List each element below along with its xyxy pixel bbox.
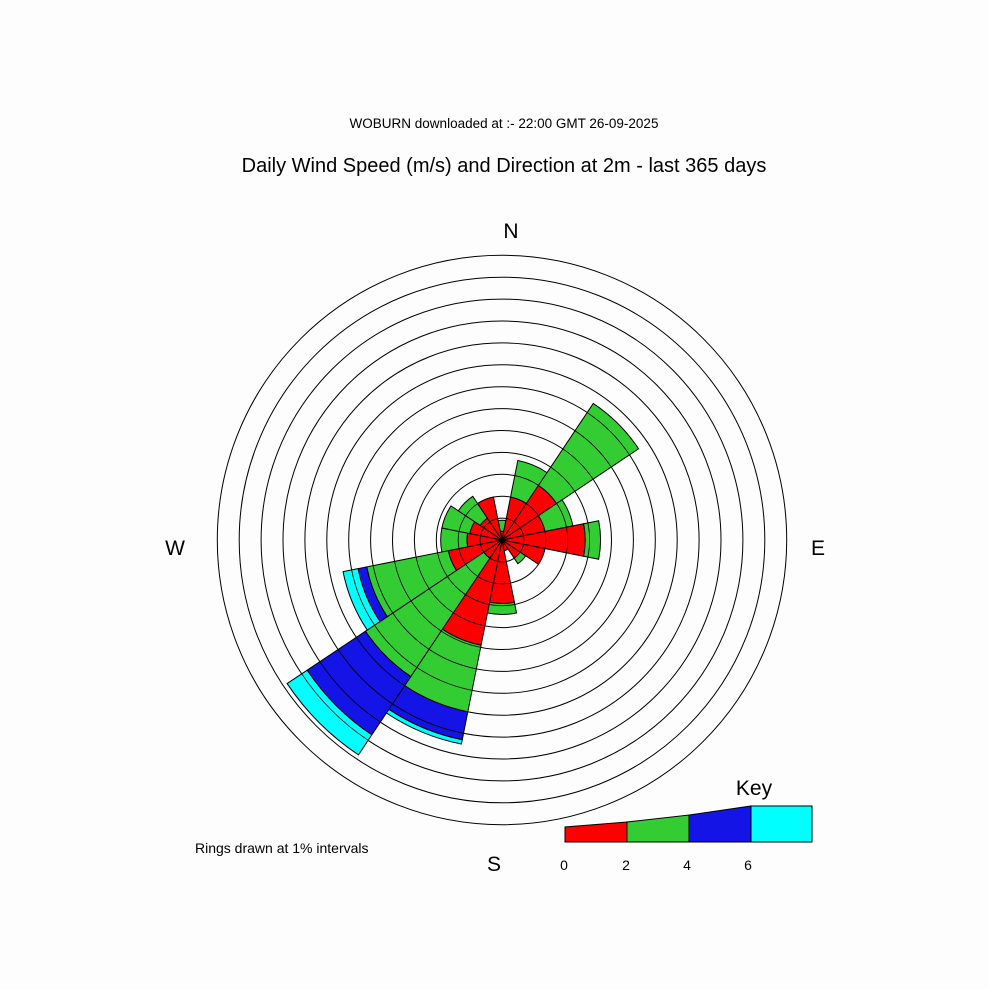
direction-ssw [385,539,503,745]
direction-wsw [342,539,503,631]
wedge-s-speed-2-4 [486,601,518,615]
ring-5-percent [392,430,612,650]
wedge-ring-arc [550,466,576,492]
wedge-ring-arc [489,518,498,523]
compass-label-north: N [503,220,518,243]
wedge-ring-arc [416,667,473,691]
wedge-sw-speed-6+ [286,669,373,756]
wedge-ring-arc [415,557,430,589]
wedge-ring-arc [374,624,418,668]
wedge-ring-arc [351,569,375,626]
ring-10-percent [282,320,722,760]
compass-label-west: W [165,537,185,560]
wedge-ring-arc [453,612,485,627]
direction-nnw [476,496,503,541]
chart-subtitle: WOBURN downloaded at :- 22:00 GMT 26-09-… [350,116,659,131]
wedge-ring-arc [392,703,464,734]
speed-key: Key 0 2 4 6 [560,777,813,873]
compass-label-south: S [487,853,501,876]
key-tick-2: 2 [622,857,630,873]
wedge-wsw-speed-6+ [342,568,381,631]
wedge-se-speed-2-4 [513,551,527,565]
wedge-ring-arc [301,673,369,741]
key-color-blocks [564,805,813,843]
wedge-ring-arc [337,649,393,705]
ring-11-percent [260,298,744,782]
wedge-ring-arc [440,630,481,648]
wedge-ring-arc [410,600,442,632]
key-block-4-6 [688,805,752,843]
wedge-ring-arc [562,448,594,480]
key-tick-6: 6 [744,857,752,873]
wedge-ring-arc [392,612,430,650]
wedge-ring-arc [372,565,394,614]
direction-nw [457,495,503,541]
ring-7-percent [348,386,656,694]
wedge-ring-arc [428,648,477,670]
wedge-ring-arc [319,661,381,723]
wedge-ring-arc [394,561,412,602]
direction-wedges [286,402,640,756]
key-block-2-4 [626,814,690,843]
key-block-6+ [750,805,813,843]
direction-sw [286,539,503,756]
ring-6-percent [370,408,634,672]
ring-13-percent [216,254,788,826]
ring-8-percent [326,364,678,716]
wedge-ring-arc [574,430,612,468]
wedge-ring-arc [587,522,590,558]
wedge-ring-arc [566,527,569,553]
wedge-ring-arc [428,588,454,614]
key-block-0-2 [564,821,628,843]
key-tick-4: 4 [683,857,691,873]
wedge-ring-arc [437,552,448,577]
ring-12-percent [238,276,766,804]
ring-9-percent [304,342,700,738]
wedge-e-speed-2-4 [583,520,601,560]
wedge-ring-arc [586,412,630,456]
percent-rings [216,254,788,826]
direction-ene [501,499,574,541]
wedge-nnw-speed-0-2 [476,496,503,541]
key-title: Key [736,777,773,800]
rings-note: Rings drawn at 1% intervals [195,840,369,856]
wedge-ne-speed-2-4 [537,402,640,505]
compass-label-east: E [811,537,825,560]
wedge-ring-arc [355,637,405,687]
key-tick-0: 0 [560,857,568,873]
chart-title: Daily Wind Speed (m/s) and Direction at … [242,155,767,177]
